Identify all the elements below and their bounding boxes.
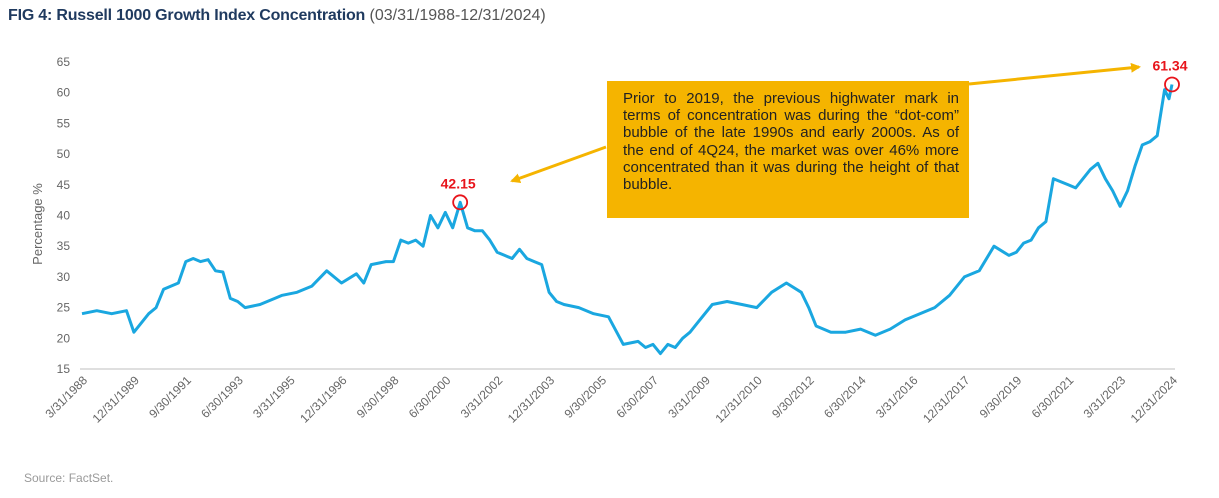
x-tick-label: 12/31/2024 <box>1128 373 1181 426</box>
y-tick-label: 35 <box>57 239 71 253</box>
y-tick-label: 20 <box>57 331 71 345</box>
y-tick-label: 50 <box>57 147 71 161</box>
y-tick-label: 60 <box>57 86 71 100</box>
y-tick-label: 55 <box>57 116 71 130</box>
x-tick-label: 12/31/2010 <box>713 373 766 426</box>
callout-arrow-left <box>510 145 607 183</box>
y-tick-label: 25 <box>57 301 71 315</box>
y-axis-label: Percentage % <box>30 183 45 265</box>
y-tick-label: 15 <box>57 362 71 376</box>
x-tick-label: 3/31/2009 <box>665 373 713 421</box>
x-tick-label: 12/31/1989 <box>90 373 143 426</box>
x-tick-label: 12/31/2017 <box>920 373 973 426</box>
x-tick-label: 6/30/2000 <box>406 373 454 421</box>
x-tick-label: 6/30/2021 <box>1029 373 1077 421</box>
x-tick-label: 9/30/2019 <box>977 373 1025 421</box>
callout-arrow-right <box>968 62 1141 86</box>
x-tick-label: 6/30/1993 <box>198 373 246 421</box>
callout-box: Prior to 2019, the previous highwater ma… <box>607 81 969 218</box>
source-note: Source: FactSet. <box>24 471 114 485</box>
y-tick-label: 45 <box>57 178 71 192</box>
x-tick-label: 6/30/2014 <box>821 373 869 421</box>
x-tick-label: 12/31/1996 <box>297 373 350 426</box>
chart-title-date-range: (03/31/1988-12/31/2024) <box>365 7 546 24</box>
x-tick-label: 9/30/2005 <box>562 373 610 421</box>
x-tick-label: 3/31/1988 <box>42 373 90 421</box>
y-tick-label: 40 <box>57 209 71 223</box>
x-tick-label: 3/31/2023 <box>1081 373 1129 421</box>
x-tick-label: 6/30/2007 <box>613 373 661 421</box>
series-line-concentration <box>81 84 1174 356</box>
chart-title: FIG 4: Russell 1000 Growth Index Concent… <box>8 7 546 25</box>
peak-marker-circle <box>1164 76 1180 93</box>
peak-value-label: 61.34 <box>1152 57 1187 73</box>
x-tick-label: 9/30/1998 <box>354 373 402 421</box>
chart-title-main: FIG 4: Russell 1000 Growth Index Concent… <box>8 7 366 24</box>
peak-value-label: 42.15 <box>441 175 476 191</box>
x-tick-label: 3/31/2016 <box>873 373 921 421</box>
y-tick-label: 65 <box>57 55 71 69</box>
x-tick-label: 9/30/2012 <box>769 373 817 421</box>
x-tick-label: 12/31/2003 <box>505 373 558 426</box>
peak-marker-circle <box>452 194 469 211</box>
x-tick-label: 9/30/1991 <box>146 373 194 421</box>
x-tick-label: 3/31/2002 <box>458 373 506 421</box>
y-tick-label: 30 <box>57 270 71 284</box>
x-tick-label: 3/31/1995 <box>250 373 298 421</box>
